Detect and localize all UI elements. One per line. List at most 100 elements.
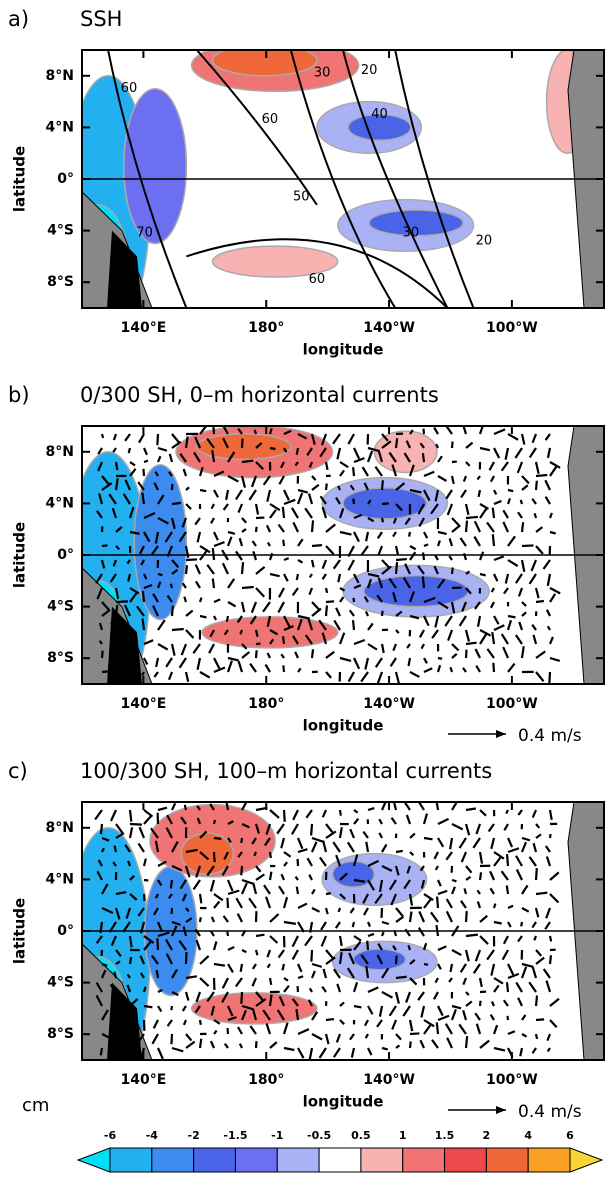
vector xyxy=(506,837,514,848)
vector xyxy=(240,991,244,1004)
vector xyxy=(227,475,239,483)
vector xyxy=(101,836,110,842)
vector xyxy=(221,865,229,876)
vector xyxy=(367,879,375,891)
vector xyxy=(185,975,198,980)
vector xyxy=(129,998,139,1007)
vector xyxy=(157,988,163,993)
vector xyxy=(297,975,304,980)
vector xyxy=(99,1047,104,1056)
vector xyxy=(170,1033,174,1045)
vector xyxy=(535,823,541,829)
vector xyxy=(324,587,329,594)
vector xyxy=(479,935,489,945)
colorbar-swatch xyxy=(234,1147,278,1173)
vector xyxy=(444,1023,453,1035)
vector xyxy=(479,446,491,452)
vector xyxy=(226,931,230,937)
colorbar-label: -6 xyxy=(104,1129,117,1142)
vector xyxy=(521,601,527,607)
vector xyxy=(157,619,166,631)
vector xyxy=(109,573,117,583)
vector xyxy=(297,902,308,909)
vector xyxy=(129,656,136,661)
vector xyxy=(101,544,108,548)
vector xyxy=(437,1005,444,1017)
vector xyxy=(283,498,296,506)
vector xyxy=(195,991,202,1003)
vector xyxy=(171,802,177,811)
vector xyxy=(376,671,384,684)
vector xyxy=(291,935,299,948)
vector xyxy=(408,911,413,923)
vector xyxy=(490,1001,495,1007)
vector xyxy=(407,657,412,667)
vector xyxy=(296,492,304,505)
vector xyxy=(381,433,389,442)
vector xyxy=(283,977,289,982)
vector xyxy=(503,587,509,595)
vector xyxy=(450,475,455,485)
vector xyxy=(128,809,133,822)
vector xyxy=(376,1019,383,1028)
vector xyxy=(321,632,328,645)
contour-line xyxy=(186,238,449,308)
vector xyxy=(500,633,509,645)
vector xyxy=(380,517,385,523)
vector xyxy=(473,520,481,533)
vector xyxy=(377,545,384,556)
vector xyxy=(101,906,114,914)
vector xyxy=(212,819,217,825)
vector xyxy=(321,573,327,580)
vector xyxy=(395,849,403,854)
vector xyxy=(110,935,118,947)
key-arrowhead xyxy=(496,1106,506,1114)
vector xyxy=(517,587,524,597)
vector xyxy=(283,985,290,993)
colorbar-label: 6 xyxy=(566,1129,574,1142)
plot-frame xyxy=(81,801,605,1061)
vector xyxy=(115,600,129,604)
vector xyxy=(154,840,160,853)
vector xyxy=(431,1039,439,1049)
vector xyxy=(278,885,285,895)
vector xyxy=(517,511,523,519)
vector xyxy=(155,969,160,979)
vector xyxy=(420,879,426,889)
x-tick-label: 100°W xyxy=(486,696,538,712)
vector xyxy=(101,601,111,612)
vector xyxy=(521,1014,527,1021)
vector xyxy=(337,573,342,583)
vector xyxy=(533,935,538,941)
vector xyxy=(392,802,398,811)
vector xyxy=(395,503,403,512)
vector xyxy=(310,949,314,962)
vector xyxy=(136,1033,145,1045)
vector xyxy=(248,897,257,909)
vector xyxy=(249,615,257,625)
vector xyxy=(206,437,215,449)
vector xyxy=(113,845,118,853)
vector xyxy=(126,973,131,979)
vector xyxy=(171,568,179,575)
vector xyxy=(213,1029,218,1035)
vector xyxy=(337,907,342,913)
vector xyxy=(417,565,425,575)
vector xyxy=(276,823,285,835)
vector xyxy=(378,879,384,892)
field-shade xyxy=(211,245,339,278)
vector xyxy=(114,604,119,617)
vector xyxy=(435,896,440,909)
vector xyxy=(236,615,243,624)
vector xyxy=(507,1030,516,1036)
vector xyxy=(465,570,471,575)
vector xyxy=(531,624,537,631)
vector xyxy=(465,865,473,874)
vector xyxy=(381,502,389,506)
vector xyxy=(458,837,467,849)
vector xyxy=(362,831,369,839)
vector xyxy=(171,991,179,997)
vector xyxy=(533,513,538,519)
vector xyxy=(535,1018,545,1022)
vector xyxy=(465,461,471,467)
